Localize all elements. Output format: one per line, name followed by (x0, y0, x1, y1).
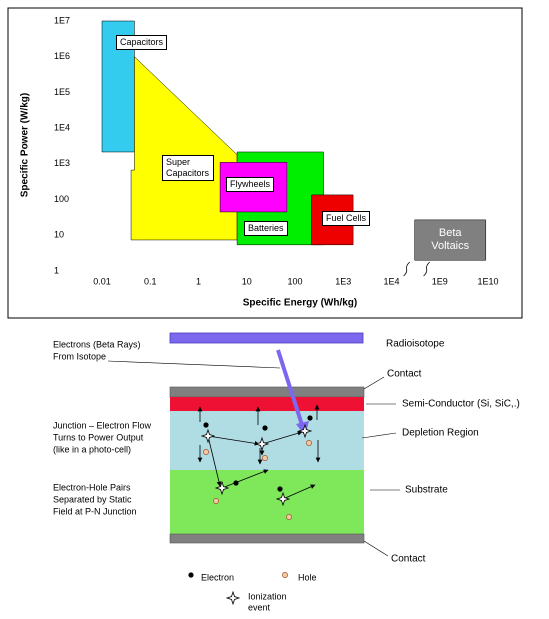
x-axis-title: Specific Energy (Wh/kg) (243, 298, 357, 309)
region-label: Batteries (244, 221, 288, 236)
bottom-contact (169, 533, 365, 544)
diagram: Radioisotope Electrons (Beta Rays) From … (53, 332, 520, 612)
x-tick-label: 100 (287, 276, 302, 286)
substrate-layer (170, 470, 364, 534)
beta-ray-arrow (276, 349, 305, 429)
source-label: Electrons (Beta Rays) (53, 339, 141, 349)
leader-line (363, 376, 385, 390)
carrier-paths (197, 404, 321, 500)
semiconductor-layer (170, 397, 364, 411)
pairs-note: Field at P-N Junction (53, 506, 137, 516)
region-label: Flywheels (226, 177, 275, 192)
legend-electron-symbol (188, 572, 194, 578)
radioisotope-label: Radioisotope (386, 339, 445, 350)
region (414, 219, 487, 261)
leader-line (363, 540, 389, 557)
region-label-box: Capacitors (116, 35, 168, 50)
y-tick-label: 1E7 (54, 15, 70, 25)
x-tick-label: 0.01 (93, 276, 111, 286)
depletion-layer (170, 411, 364, 470)
top-contact (169, 386, 365, 398)
legend-hole: Hole (298, 572, 317, 582)
semiconductor-label: Semi-Conductor (Si, SiC,.) (402, 399, 520, 410)
leader-line (107, 360, 281, 369)
source-label: From Isotope (53, 351, 106, 361)
axis-break (423, 261, 430, 277)
x-tick-label: 1E3 (335, 276, 351, 286)
x-tick-label: 1E4 (383, 276, 399, 286)
junction-note: (like in a photo-cell) (53, 444, 131, 454)
x-tick-label: 1E9 (432, 276, 448, 286)
legend-hole-symbol (282, 572, 288, 578)
y-tick-label: 1E4 (54, 123, 70, 133)
pairs-note: Electron-Hole Pairs (53, 482, 131, 492)
y-tick-label: 100 (54, 194, 69, 204)
axis-break (403, 261, 410, 277)
y-tick-label: 1E5 (54, 87, 70, 97)
region-label: Super Capacitors (162, 155, 214, 181)
legend-ionization: Ionization (248, 591, 287, 601)
legend-electron: Electron (201, 572, 234, 582)
region-label-box: Beta Voltaics (431, 227, 470, 253)
x-tick-label: 0.1 (144, 276, 157, 286)
y-axis-title: Specific Power (W/kg) (20, 93, 31, 197)
y-tick-label: 1E6 (54, 51, 70, 61)
region-label-box: Batteries (244, 221, 288, 236)
radioisotope-bar (169, 332, 364, 344)
y-tick-label: 1 (54, 265, 59, 275)
region-label: Beta Voltaics (431, 227, 470, 253)
region-label: Fuel Cells (322, 211, 371, 226)
holes (203, 440, 312, 520)
x-tick-label: 10 (242, 276, 252, 286)
x-tick-label: 1 (196, 276, 201, 286)
junction-note: Turns to Power Output (53, 432, 144, 442)
y-tick-label: 1E3 (54, 158, 70, 168)
legend-ionization: event (248, 602, 271, 612)
region-label-box: Fuel Cells (322, 211, 371, 226)
depletion-label: Depletion Region (402, 428, 479, 439)
contact-label: Contact (391, 554, 426, 565)
junction-note: Junction – Electron Flow (53, 420, 152, 430)
region-label-box: Super Capacitors (162, 155, 214, 181)
substrate-label: Substrate (405, 485, 448, 496)
leader-line (361, 432, 397, 439)
contact-label: Contact (387, 369, 422, 380)
y-tick-label: 10 (54, 230, 64, 240)
chart: 1 10 100 1E3 1E4 1E5 1E6 1E7 0.01 0.1 1 10 100 1E3 1E4… (54, 15, 499, 286)
region-label: Capacitors (116, 35, 168, 50)
legend-ionization-symbol (226, 591, 240, 605)
region-label-box: Flywheels (226, 177, 275, 192)
electrons (203, 415, 313, 492)
pairs-note: Separated by Static (53, 494, 132, 504)
x-tick-label: 1E10 (477, 276, 498, 286)
